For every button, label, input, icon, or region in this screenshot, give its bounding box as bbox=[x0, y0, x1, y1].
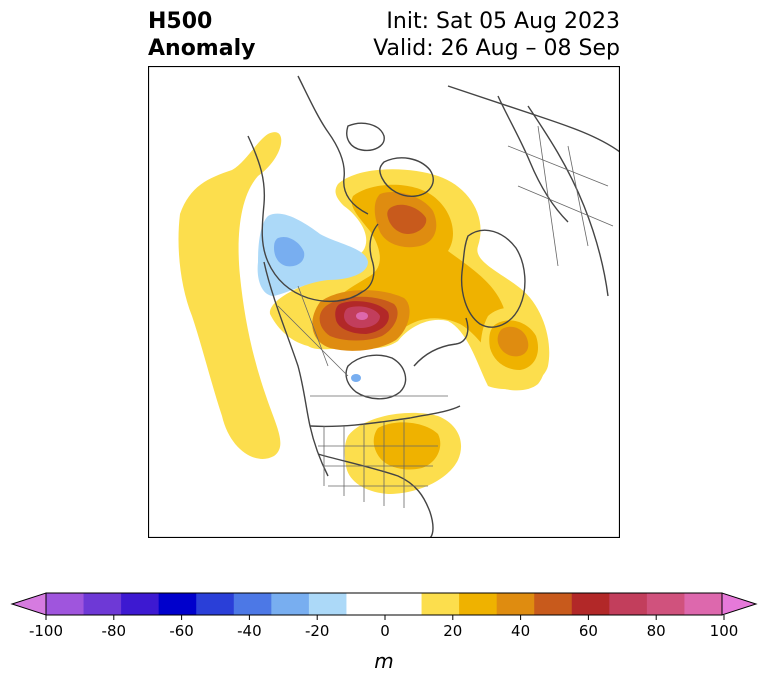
colorbar-segment bbox=[46, 593, 85, 615]
colorbar-extend-min bbox=[10, 592, 47, 616]
colorbar-segment bbox=[496, 593, 535, 615]
colorbar-extend-max bbox=[721, 592, 758, 616]
colorbar-tick-label: 60 bbox=[579, 622, 598, 640]
colorbar-segment bbox=[534, 593, 573, 615]
colorbar-segment bbox=[421, 593, 460, 615]
colorbar-segment bbox=[571, 593, 610, 615]
title-variable: H500 bbox=[148, 9, 213, 34]
colorbar-tick-label: -20 bbox=[305, 622, 330, 640]
map-panel bbox=[147, 65, 621, 539]
colorbar-unit-label: m bbox=[374, 649, 393, 673]
colorbar-tick-label: 40 bbox=[511, 622, 530, 640]
colorbar-tick-label: 0 bbox=[380, 622, 390, 640]
title-left: H500 Anomaly bbox=[148, 8, 255, 62]
colorbar-tick-label: 20 bbox=[443, 622, 462, 640]
colorbar-tick-label: 80 bbox=[647, 622, 666, 640]
colorbar-outline bbox=[45, 592, 723, 616]
colorbar-segment bbox=[121, 593, 160, 615]
colorbar-ticks: -100 -80 -60 -40 -20 0 20 40 60 80 100 bbox=[29, 615, 738, 640]
colorbar-tick-label: -80 bbox=[102, 622, 127, 640]
colorbar-tick-label: -60 bbox=[169, 622, 194, 640]
map-border bbox=[147, 65, 621, 539]
colorbar-tick-label: 100 bbox=[710, 622, 739, 640]
init-date: Init: Sat 05 Aug 2023 bbox=[386, 9, 620, 34]
anomaly-area-negative bbox=[257, 213, 368, 296]
colorbar-segment bbox=[609, 593, 648, 615]
colorbar-segments bbox=[10, 592, 758, 616]
colorbar-segment bbox=[646, 593, 685, 615]
colorbar-segment bbox=[384, 593, 423, 615]
anomaly-area-pacific bbox=[178, 132, 282, 459]
colorbar-segment bbox=[346, 593, 385, 615]
colorbar-segment bbox=[271, 593, 310, 615]
valid-period: Valid: 26 Aug – 08 Sep bbox=[373, 36, 620, 61]
colorbar-graphic: -100 -80 -60 -40 -20 0 20 40 60 80 100 m bbox=[10, 592, 758, 673]
colorbar: -100 -80 -60 -40 -20 0 20 40 60 80 100 m bbox=[0, 586, 768, 684]
anomaly-contours bbox=[178, 132, 550, 494]
colorbar-segment bbox=[158, 593, 197, 615]
colorbar-segment bbox=[233, 593, 272, 615]
title-right: Init: Sat 05 Aug 2023 Valid: 26 Aug – 08… bbox=[373, 8, 620, 62]
title-subtitle: Anomaly bbox=[148, 36, 256, 61]
colorbar-tick-label: -40 bbox=[237, 622, 262, 640]
political-borders bbox=[277, 125, 614, 508]
coastlines bbox=[247, 75, 620, 538]
colorbar-tick-label: -100 bbox=[29, 622, 63, 640]
colorbar-segment bbox=[196, 593, 235, 615]
colorbar-segment bbox=[684, 593, 723, 615]
anomaly-map bbox=[147, 65, 621, 539]
colorbar-segment bbox=[308, 593, 347, 615]
colorbar-segment bbox=[83, 593, 122, 615]
colorbar-segment bbox=[459, 593, 498, 615]
